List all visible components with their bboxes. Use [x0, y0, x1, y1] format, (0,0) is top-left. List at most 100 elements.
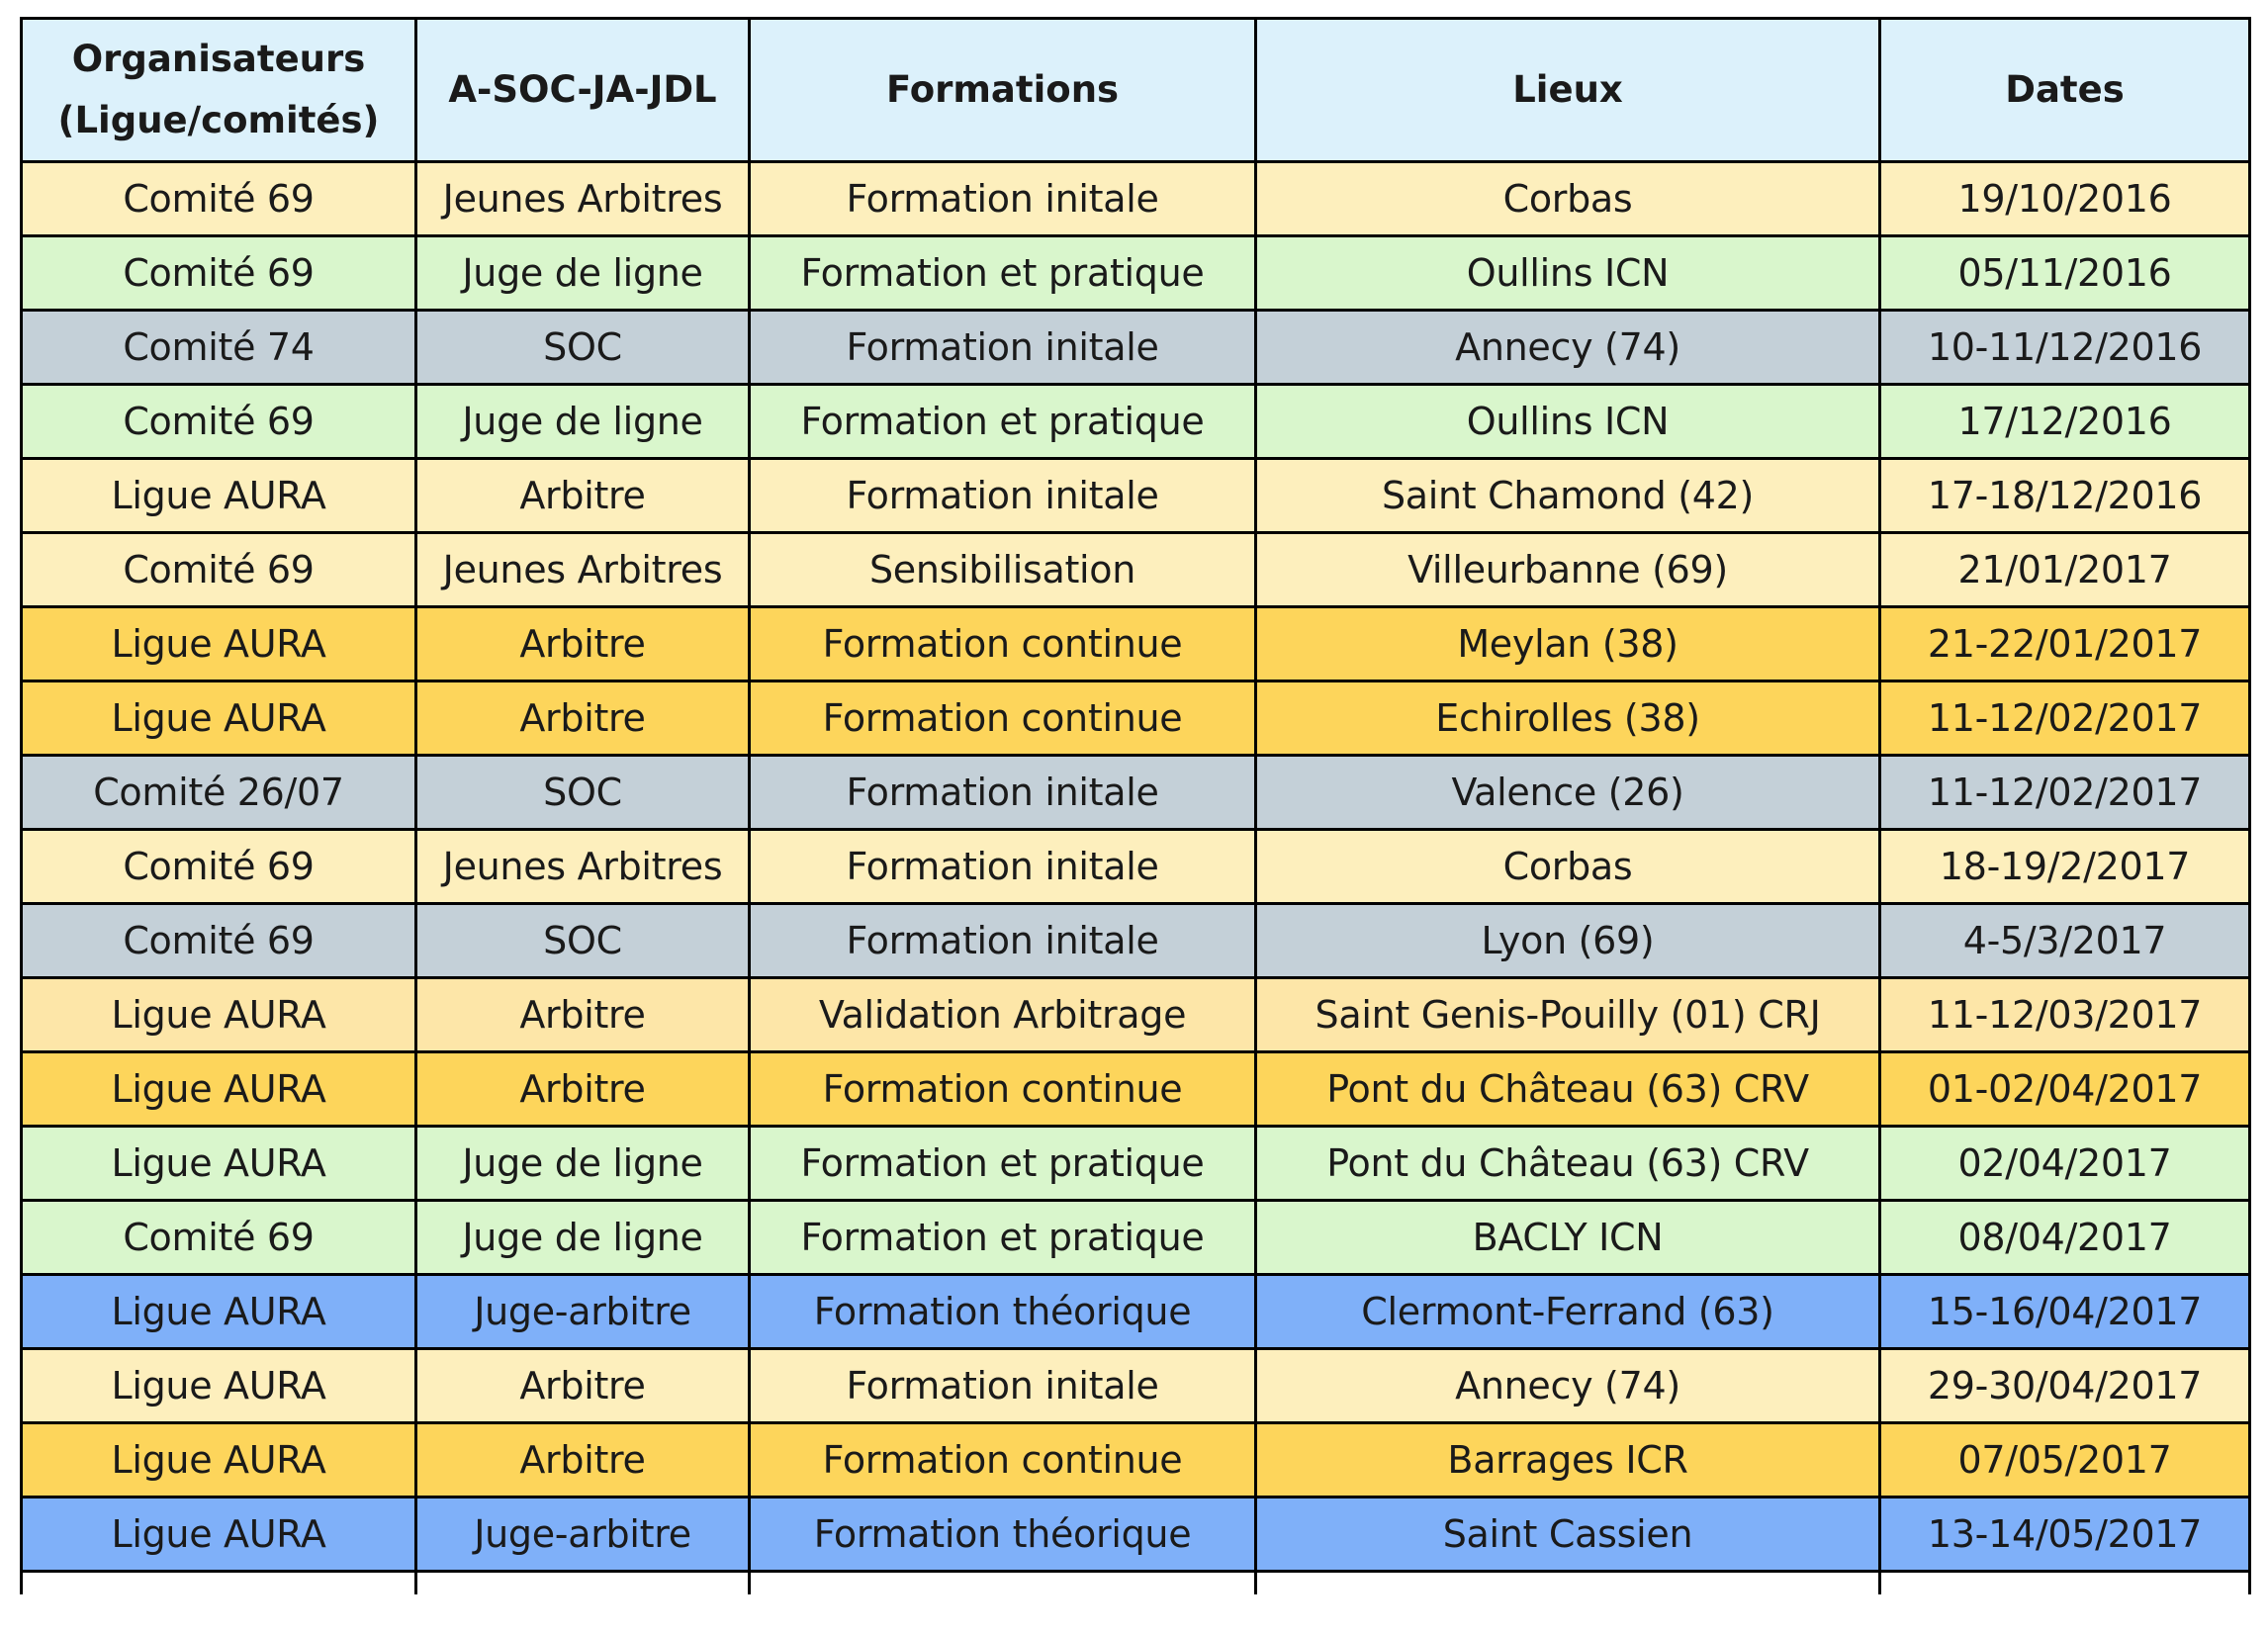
- cell-date: 08/04/2017: [1878, 1199, 2251, 1276]
- cell-organisateur: Ligue AURA: [20, 1347, 417, 1424]
- cell-lieu: Corbas: [1254, 828, 1881, 905]
- cell-formation: Formation théorique: [748, 1273, 1257, 1350]
- table-row-partial: [20, 1570, 2251, 1594]
- cell-date: 18-19/2/2017: [1878, 828, 2251, 905]
- table-row: Comité 69 Jeunes Arbitres Formation inital…: [20, 160, 2251, 237]
- header-organisateurs-line1: Organisateurs: [71, 38, 366, 80]
- cell-date: 01-02/04/2017: [1878, 1050, 2251, 1128]
- cell-lieu: Annecy (74): [1254, 309, 1881, 386]
- cell-formation: Formation continue: [748, 1050, 1257, 1128]
- cell-date: 13-14/05/2017: [1878, 1496, 2251, 1573]
- cell-categorie: Juge-arbitre: [414, 1496, 751, 1573]
- cell-lieu: Annecy (74): [1254, 1347, 1881, 1424]
- cell-formation: Formation initale: [748, 754, 1257, 831]
- cell-lieu: Saint Genis-Pouilly (01) CRJ: [1254, 976, 1881, 1053]
- cell-organisateur: Comité 69: [20, 531, 417, 608]
- cell-categorie: SOC: [414, 309, 751, 386]
- cell-lieu: Echirolles (38): [1254, 680, 1881, 757]
- cell-formation: Formation initale: [748, 902, 1257, 979]
- cell-lieu: Lyon (69): [1254, 902, 1881, 979]
- table-row: Comité 69 Juge de ligne Formation et prati…: [20, 383, 2251, 460]
- cell-lieu: Meylan (38): [1254, 605, 1881, 682]
- cell-categorie: Juge de ligne: [414, 1199, 751, 1276]
- cell-organisateur: Ligue AURA: [20, 1273, 417, 1350]
- table-row: Ligue AURA Arbitre Formation continue Pont …: [20, 1050, 2251, 1128]
- cell-organisateur: Comité 69: [20, 234, 417, 312]
- training-schedule-table: Organisateurs (Ligue/comités) A-SOC-JA-J…: [20, 17, 2251, 1594]
- cell-formation: Validation Arbitrage: [748, 976, 1257, 1053]
- cell-date: 4-5/3/2017: [1878, 902, 2251, 979]
- cell-date: 21/01/2017: [1878, 531, 2251, 608]
- cell-formation: Formation et pratique: [748, 1199, 1257, 1276]
- cell-categorie: Arbitre: [414, 1050, 751, 1128]
- cell-formation: Formation initale: [748, 457, 1257, 534]
- cell-lieu: BACLY ICN: [1254, 1199, 1881, 1276]
- cell-formation: Formation initale: [748, 1347, 1257, 1424]
- cell-formation: Formation continue: [748, 1421, 1257, 1498]
- cell-organisateur: Comité 74: [20, 309, 417, 386]
- cell-formation: Formation et pratique: [748, 234, 1257, 312]
- table-row: Ligue AURA Arbitre Formation continue Echir…: [20, 680, 2251, 757]
- cell-lieu: Valence (26): [1254, 754, 1881, 831]
- cell-organisateur: Comité 69: [20, 902, 417, 979]
- cell-date: 29-30/04/2017: [1878, 1347, 2251, 1424]
- cell-lieu: Clermont-Ferrand (63): [1254, 1273, 1881, 1350]
- table-cell: [414, 1570, 751, 1594]
- cell-categorie: Arbitre: [414, 976, 751, 1053]
- cell-organisateur: Ligue AURA: [20, 605, 417, 682]
- cell-categorie: Arbitre: [414, 1421, 751, 1498]
- cell-organisateur: Comité 69: [20, 160, 417, 237]
- cell-categorie: Jeunes Arbitres: [414, 828, 751, 905]
- table-row: Comité 69 Jeunes Arbitres Formation inital…: [20, 828, 2251, 905]
- table-row: Comité 74 SOC Formation initale Annecy (74)…: [20, 309, 2251, 386]
- table-row: Ligue AURA Juge-arbitre Formation théoriqu…: [20, 1273, 2251, 1350]
- table-row: Comité 69 Juge de ligne Formation et prati…: [20, 1199, 2251, 1276]
- table-row: Ligue AURA Juge-arbitre Formation théoriqu…: [20, 1496, 2251, 1573]
- cell-categorie: Juge de ligne: [414, 1125, 751, 1202]
- table-cell: [20, 1570, 417, 1594]
- cell-date: 19/10/2016: [1878, 160, 2251, 237]
- cell-formation: Formation continue: [748, 680, 1257, 757]
- cell-categorie: Arbitre: [414, 457, 751, 534]
- cell-categorie: Arbitre: [414, 680, 751, 757]
- cell-organisateur: Ligue AURA: [20, 1125, 417, 1202]
- cell-lieu: Saint Cassien: [1254, 1496, 1881, 1573]
- cell-formation: Formation théorique: [748, 1496, 1257, 1573]
- cell-date: 15-16/04/2017: [1878, 1273, 2251, 1350]
- header-organisateurs: Organisateurs (Ligue/comités): [20, 17, 417, 163]
- cell-organisateur: Comité 69: [20, 1199, 417, 1276]
- cell-organisateur: Ligue AURA: [20, 457, 417, 534]
- cell-date: 10-11/12/2016: [1878, 309, 2251, 386]
- table-row: Ligue AURA Arbitre Formation continue Barra…: [20, 1421, 2251, 1498]
- cell-date: 17/12/2016: [1878, 383, 2251, 460]
- table-cell: [748, 1570, 1257, 1594]
- table-row: Comité 69 Juge de ligne Formation et prati…: [20, 234, 2251, 312]
- header-row: Organisateurs (Ligue/comités) A-SOC-JA-J…: [20, 17, 2251, 163]
- table-row: Ligue AURA Juge de ligne Formation et prat…: [20, 1125, 2251, 1202]
- cell-date: 07/05/2017: [1878, 1421, 2251, 1498]
- cell-categorie: Juge-arbitre: [414, 1273, 751, 1350]
- cell-date: 02/04/2017: [1878, 1125, 2251, 1202]
- cell-lieu: Saint Chamond (42): [1254, 457, 1881, 534]
- header-organisateurs-line2: (Ligue/comités): [57, 99, 380, 141]
- cell-lieu: Oullins ICN: [1254, 234, 1881, 312]
- cell-organisateur: Ligue AURA: [20, 1421, 417, 1498]
- cell-formation: Formation et pratique: [748, 1125, 1257, 1202]
- cell-lieu: Pont du Château (63) CRV: [1254, 1125, 1881, 1202]
- cell-formation: Formation initale: [748, 828, 1257, 905]
- cell-formation: Sensibilisation: [748, 531, 1257, 608]
- table-row: Comité 69 SOC Formation initale Lyon (69) 4-…: [20, 902, 2251, 979]
- header-category: A-SOC-JA-JDL: [414, 17, 751, 163]
- cell-date: 11-12/02/2017: [1878, 754, 2251, 831]
- cell-formation: Formation et pratique: [748, 383, 1257, 460]
- cell-categorie: SOC: [414, 754, 751, 831]
- table-row: Ligue AURA Arbitre Validation Arbitrage Sai…: [20, 976, 2251, 1053]
- cell-categorie: Jeunes Arbitres: [414, 160, 751, 237]
- cell-organisateur: Ligue AURA: [20, 680, 417, 757]
- cell-formation: Formation initale: [748, 160, 1257, 237]
- cell-organisateur: Ligue AURA: [20, 1496, 417, 1573]
- header-dates: Dates: [1878, 17, 2251, 163]
- table-body: Comité 69 Jeunes Arbitres Formation inital…: [20, 160, 2251, 1594]
- cell-organisateur: Ligue AURA: [20, 976, 417, 1053]
